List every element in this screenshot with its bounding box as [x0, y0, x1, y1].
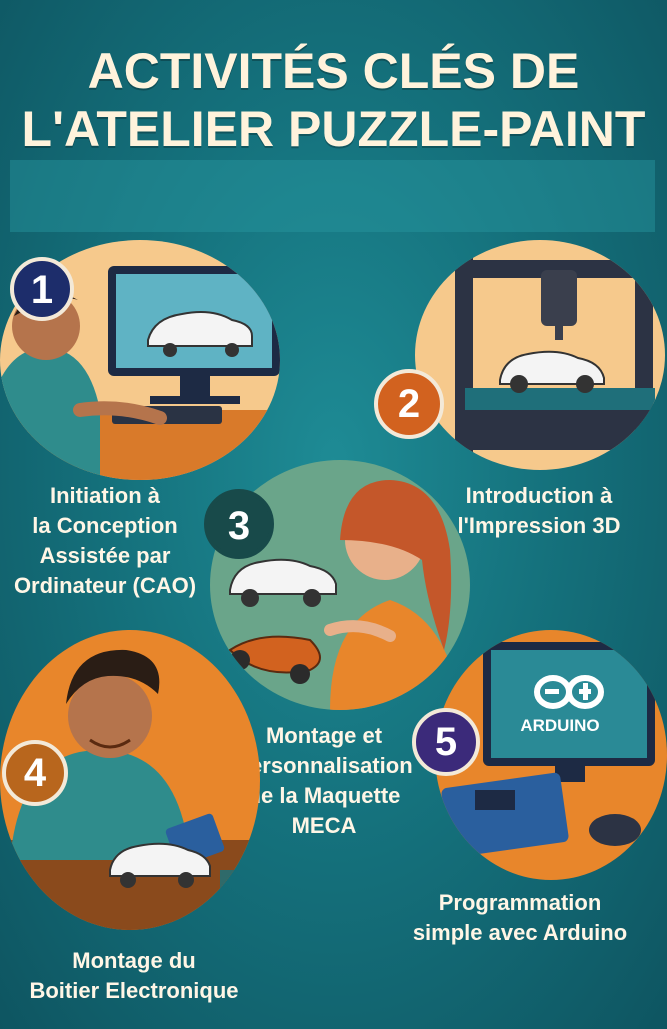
caption-5-line-1: Programmation	[438, 890, 602, 915]
caption-5: Programmation simple avec Arduino	[395, 888, 645, 948]
illustration-3d-printer	[415, 240, 665, 470]
caption-1-line-1: Initiation à	[50, 483, 160, 508]
caption-5-line-2: simple avec Arduino	[412, 920, 628, 945]
caption-3: Montage et Personnalisation de la Maquet…	[214, 721, 434, 841]
caption-3-line-3: de la Maquette	[247, 783, 401, 808]
badge-1: 1	[10, 257, 74, 321]
caption-3-line-2: Personnalisation	[235, 753, 413, 778]
badge-5: 5	[412, 708, 480, 776]
caption-4-line-1: Montage du	[72, 948, 196, 973]
page-title-line-1: ACTIVITÉS CLÉS DE	[87, 43, 580, 99]
caption-2: Introduction à l'Impression 3D	[426, 481, 652, 541]
caption-4-line-2: Boitier Electronique	[29, 978, 239, 1003]
caption-3-line-1: Montage et	[265, 723, 383, 748]
title-band	[10, 160, 655, 232]
caption-1: Initiation à la Conception Assistée par …	[0, 481, 210, 601]
caption-1-line-2: la Conception	[32, 513, 178, 538]
badge-2: 2	[374, 369, 444, 439]
badge-4: 4	[2, 740, 68, 806]
caption-4: Montage du Boitier Electronique	[14, 946, 254, 1006]
arduino-screen-label: ARDUINO	[520, 716, 600, 735]
caption-3-line-4: MECA	[291, 813, 357, 838]
caption-2-line-1: Introduction à	[465, 483, 613, 508]
caption-2-line-2: l'Impression 3D	[457, 513, 621, 538]
badge-3: 3	[204, 489, 274, 559]
caption-1-line-4: Ordinateur (CAO)	[13, 573, 197, 598]
caption-1-line-3: Assistée par	[39, 543, 171, 568]
page-title-line-2: L'ATELIER PUZZLE-PAINT	[21, 101, 646, 157]
